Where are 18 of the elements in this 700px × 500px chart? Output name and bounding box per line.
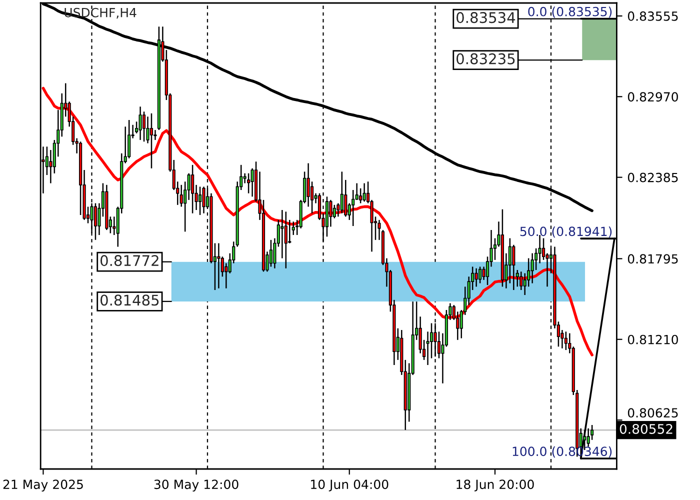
- y-tick-label: 0.81795: [628, 254, 678, 264]
- y-tick-label: 0.83555: [628, 11, 678, 21]
- y-tick-label: 0.81210: [628, 334, 678, 344]
- annotation: 0.81485: [100, 294, 159, 306]
- x-tick-label: 10 Jun 04:00: [311, 480, 388, 492]
- chart-title: USDCHF,H4: [64, 8, 136, 19]
- annotation: 0.81772: [100, 255, 158, 266]
- ref-line-label: 0.80552: [620, 424, 672, 434]
- ref-line-label: 0.0 (0.83535): [528, 6, 612, 18]
- y-tick-label: 0.80625: [628, 408, 678, 418]
- x-tick-label: 21 May 2025: [3, 480, 83, 492]
- x-tick-label: 18 Jun 20:00: [456, 480, 534, 492]
- annotation: 0.83235: [456, 53, 515, 64]
- ref-line-label: 50.0 (0.81941): [520, 226, 612, 238]
- annotation: 0.83534: [456, 12, 516, 24]
- y-tick-label: 0.82970: [628, 92, 678, 102]
- y-tick-label: 0.82385: [628, 172, 678, 182]
- x-tick-label: 30 May 12:00: [154, 480, 238, 492]
